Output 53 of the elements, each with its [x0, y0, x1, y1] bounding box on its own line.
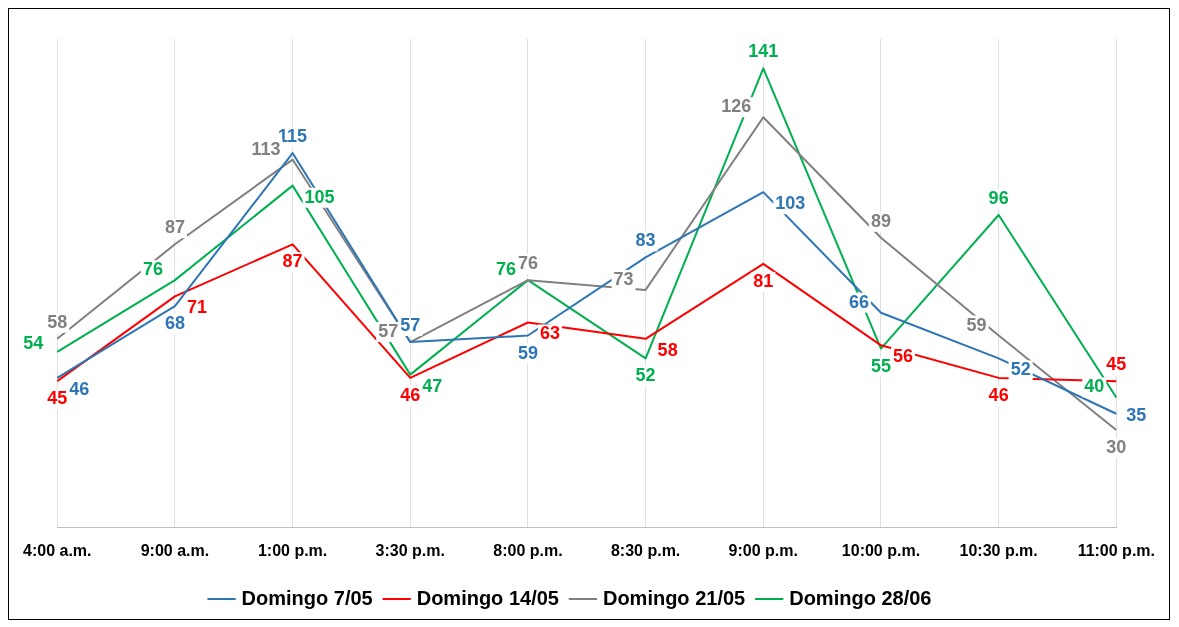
legend-label: Domingo 14/05: [416, 586, 559, 609]
data-label: 46: [69, 378, 90, 399]
data-label: 76: [142, 259, 163, 280]
data-label: 81: [753, 270, 774, 291]
data-label: 45: [47, 388, 68, 409]
data-label: 113: [251, 138, 281, 159]
x-tick-label: 8:00 p.m.: [493, 541, 563, 559]
x-tick-label: 11:00 p.m.: [1077, 541, 1155, 559]
data-label: 30: [1106, 437, 1127, 458]
x-tick-label: 10:30 p.m.: [959, 541, 1038, 559]
x-tick-label: 8:30 p.m.: [610, 541, 681, 559]
data-label: 68: [164, 313, 185, 334]
data-label: 46: [400, 384, 421, 405]
data-label: 66: [848, 291, 869, 312]
data-label: 54: [23, 332, 44, 353]
data-label: 45: [1106, 354, 1127, 375]
data-label: 87: [164, 217, 185, 238]
legend-label: Domingo 7/05: [241, 586, 373, 609]
data-label: 40: [1084, 376, 1105, 397]
data-label: 47: [422, 375, 443, 396]
data-label: 35: [1126, 404, 1147, 425]
data-label: 83: [635, 230, 656, 251]
data-label: 59: [517, 342, 538, 363]
data-label: 141: [748, 41, 779, 62]
data-label: 46: [988, 384, 1009, 405]
data-label: 89: [870, 210, 891, 231]
x-tick-label: 3:30 p.m.: [375, 541, 445, 559]
data-label: 103: [775, 193, 806, 214]
data-label: 52: [635, 365, 656, 386]
data-label: 63: [539, 323, 560, 344]
x-tick-label: 4:00 a.m.: [23, 541, 92, 559]
data-label: 55: [870, 355, 891, 376]
data-label: 57: [400, 315, 421, 336]
data-label: 58: [47, 311, 68, 332]
data-label: 59: [966, 314, 987, 335]
data-label: 56: [892, 346, 913, 367]
x-tick-label: 9:00 a.m.: [140, 541, 210, 559]
x-tick-label: 10:00 p.m.: [841, 541, 921, 559]
legend-label: Domingo 28/06: [789, 586, 932, 609]
legend-label: Domingo 21/05: [602, 586, 746, 609]
data-label: 76: [517, 253, 538, 274]
data-label: 71: [186, 297, 207, 318]
data-label: 58: [657, 339, 678, 360]
data-label: 76: [495, 259, 516, 280]
x-tick-label: 1:00 p.m.: [257, 541, 328, 559]
data-label: 57: [378, 321, 399, 342]
data-label: 126: [721, 96, 752, 117]
data-label: 96: [988, 187, 1009, 208]
data-label: 105: [304, 186, 335, 207]
data-label: 52: [1010, 359, 1031, 380]
data-label: 87: [282, 251, 303, 272]
x-tick-label: 9:00 p.m.: [728, 541, 798, 559]
data-label: 73: [613, 268, 634, 289]
